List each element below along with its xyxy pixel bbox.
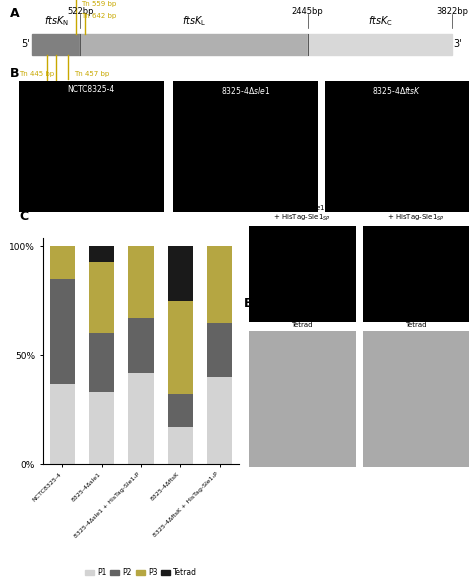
Bar: [50, 246, 75, 279]
Bar: [207, 377, 232, 464]
Text: Tn 445 bp: Tn 445 bp: [19, 71, 54, 77]
Text: 8325-4$\Delta$$\it{sle1}$
+ HisTag-Sle1$_{SP}$: 8325-4$\Delta$$\it{sle1}$ + HisTag-Sle1$…: [273, 202, 331, 223]
Text: 8325-4$\Delta$$\it{ftsK}$
+ HisTag-Sle1$_{SP}$: 8325-4$\Delta$$\it{ftsK}$ + HisTag-Sle1$…: [387, 202, 445, 223]
Text: 522bp: 522bp: [67, 7, 94, 16]
Bar: [128, 246, 154, 318]
Text: Tn 457 bp: Tn 457 bp: [74, 71, 109, 77]
Bar: [168, 301, 193, 394]
Text: 8325-4$\Delta$$\it{ftsK}$: 8325-4$\Delta$$\it{ftsK}$: [372, 85, 422, 96]
Bar: [50, 279, 75, 383]
Text: NCTC8325-4: NCTC8325-4: [68, 85, 115, 94]
Text: Tn 642 bp: Tn 642 bp: [82, 13, 117, 19]
Text: $\mathit{ftsK}_\mathregular{C}$: $\mathit{ftsK}_\mathregular{C}$: [367, 14, 392, 28]
Bar: [207, 246, 232, 322]
Text: 2445bp: 2445bp: [292, 7, 324, 16]
Text: Tn 559 bp: Tn 559 bp: [82, 1, 117, 8]
Text: 3': 3': [454, 39, 462, 49]
Bar: [128, 372, 154, 464]
Text: $\mathit{ftsK}_\mathregular{L}$: $\mathit{ftsK}_\mathregular{L}$: [182, 14, 206, 28]
Bar: [81, 34, 308, 55]
Bar: [168, 394, 193, 427]
Bar: [50, 383, 75, 464]
Text: TEM 8325-4$\Delta$$\it{ftsK}$
Tetrad: TEM 8325-4$\Delta$$\it{ftsK}$ Tetrad: [385, 311, 447, 328]
Text: C: C: [19, 211, 28, 223]
Bar: [89, 334, 114, 392]
Text: B: B: [9, 67, 19, 80]
Text: A: A: [10, 7, 20, 20]
Bar: [89, 392, 114, 464]
Bar: [89, 246, 114, 262]
Text: 8325-4$\Delta$$\it{sle1}$: 8325-4$\Delta$$\it{sle1}$: [221, 85, 270, 96]
Legend: P1, P2, P3, Tetrad: P1, P2, P3, Tetrad: [82, 565, 201, 580]
Text: D: D: [244, 189, 255, 202]
Bar: [89, 262, 114, 333]
Bar: [32, 34, 81, 55]
Text: $\mathit{ftsK}_\mathregular{N}$: $\mathit{ftsK}_\mathregular{N}$: [44, 14, 69, 28]
Bar: [168, 427, 193, 464]
Text: 3822bp: 3822bp: [437, 7, 468, 16]
Text: 5': 5': [21, 39, 30, 49]
Bar: [207, 322, 232, 377]
Text: Tn 448 bp: Tn 448 bp: [19, 86, 54, 92]
Bar: [308, 34, 453, 55]
Text: E: E: [244, 297, 253, 310]
Text: TEM 8325-4$\Delta$$\it{sle1}$
Tetrad: TEM 8325-4$\Delta$$\it{sle1}$ Tetrad: [271, 312, 333, 328]
Bar: [128, 318, 154, 372]
Bar: [168, 246, 193, 301]
